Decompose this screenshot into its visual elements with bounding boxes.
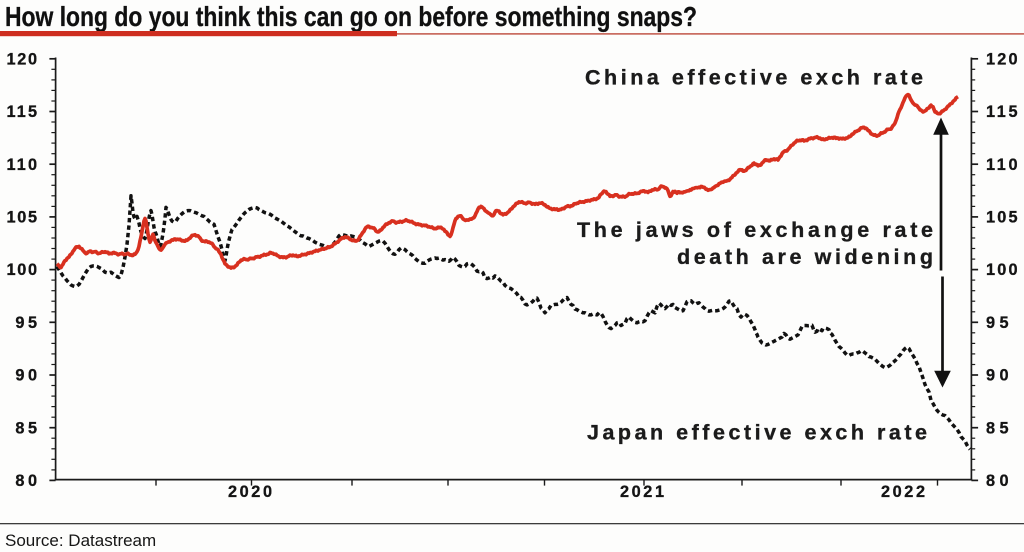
svg-text:110: 110 — [986, 156, 1018, 174]
svg-text:115: 115 — [986, 103, 1018, 121]
svg-text:Japan effective exch rate: Japan effective exch rate — [587, 420, 927, 444]
svg-text:death are widening: death are widening — [677, 245, 933, 269]
svg-text:How long do you think this can: How long do you think this can go on bef… — [5, 1, 697, 32]
svg-text:Source: Datastream: Source: Datastream — [5, 531, 156, 550]
svg-text:120: 120 — [7, 50, 38, 68]
svg-text:115: 115 — [7, 103, 38, 121]
svg-text:110: 110 — [7, 156, 38, 174]
svg-text:105: 105 — [986, 209, 1018, 227]
svg-text:100: 100 — [7, 261, 38, 279]
svg-text:100: 100 — [986, 261, 1018, 279]
svg-text:The jaws of exchange rate: The jaws of exchange rate — [577, 218, 933, 242]
svg-text:120: 120 — [986, 50, 1018, 68]
svg-text:China effective exch rate: China effective exch rate — [585, 65, 923, 89]
svg-text:105: 105 — [7, 209, 38, 227]
